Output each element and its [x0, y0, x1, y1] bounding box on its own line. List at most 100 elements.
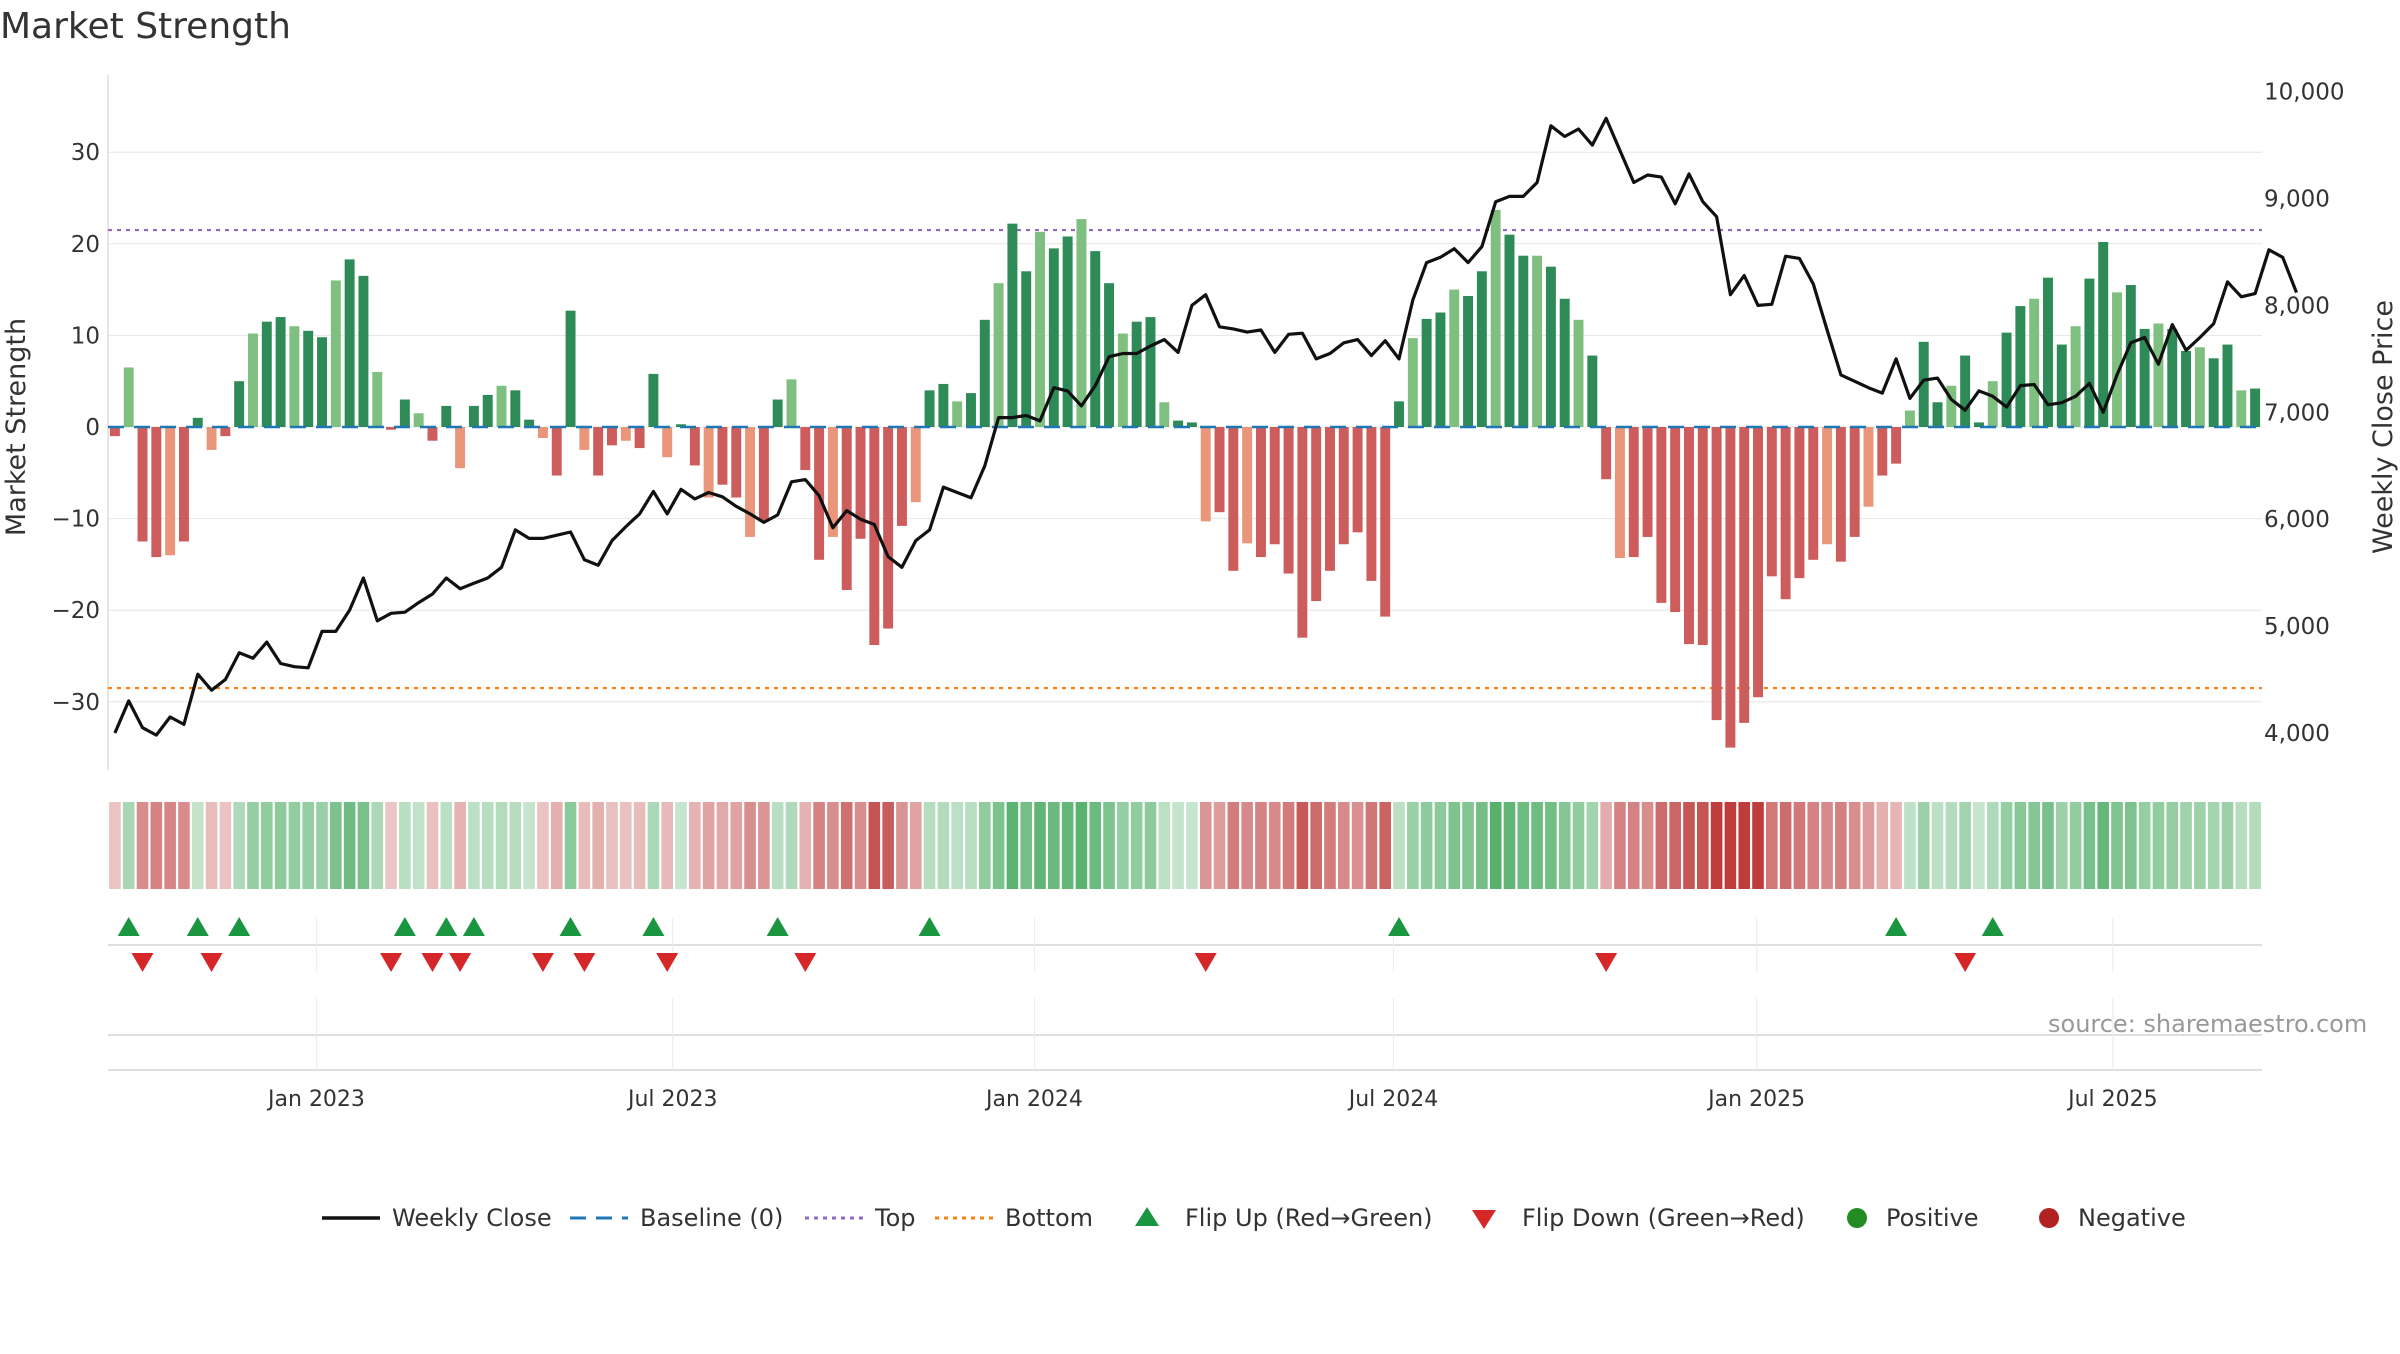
heat-strip-cell	[730, 802, 743, 889]
heat-strip-cell	[633, 802, 646, 889]
strength-bar	[510, 390, 521, 427]
strength-bar	[952, 401, 963, 427]
heat-strip-cell	[357, 802, 370, 889]
heat-strip-cell	[1089, 802, 1102, 889]
heat-strip-cell	[592, 802, 604, 889]
heat-strip-cell	[1420, 802, 1433, 889]
x-tick-label: Jul 2023	[626, 1087, 718, 1112]
strength-bar	[1725, 427, 1736, 748]
heat-strip-cell	[1807, 802, 1820, 889]
y-tick-label: −20	[51, 598, 100, 624]
heat-strip-cell	[1655, 802, 1668, 889]
heat-strip-cell	[2097, 802, 2110, 889]
legend-swatch	[1847, 1208, 1867, 1228]
strength-bar	[2056, 344, 2067, 427]
heat-strip-cell	[1407, 802, 1419, 889]
heat-strip-cell	[716, 802, 729, 889]
strength-bar	[413, 413, 424, 427]
heat-strip-cell	[1669, 802, 1681, 889]
heat-strip-cell	[1641, 802, 1654, 889]
heat-strip-cell	[2166, 802, 2179, 889]
heat-strip-cell	[1558, 802, 1571, 889]
strength-bar	[1476, 271, 1487, 427]
flip-down-marker	[1595, 953, 1618, 972]
heat-strip-cell	[1296, 802, 1309, 889]
strength-bar	[330, 280, 341, 427]
strength-bar	[1822, 427, 1833, 545]
strength-bar	[524, 419, 535, 427]
heat-strip-cell	[564, 802, 577, 889]
legend-swatch	[1135, 1207, 1159, 1226]
heat-strip-cell	[1683, 802, 1695, 889]
heat-strip-cell	[164, 802, 176, 889]
heat-strip-cell	[1227, 802, 1240, 889]
heat-strip-cell	[2125, 802, 2137, 889]
strength-bar	[1518, 255, 1529, 427]
strength-bar	[2043, 277, 2053, 427]
y-tick-label: −10	[51, 507, 100, 533]
heat-strip-cell	[385, 802, 397, 889]
y2-tick-label: 7,000	[2264, 400, 2330, 426]
heat-strip-cell	[178, 802, 190, 889]
y-tick-label: 0	[85, 415, 100, 441]
heat-strip-cell	[771, 802, 784, 889]
heat-strip-cell	[2083, 802, 2096, 889]
flip-up-marker	[642, 917, 665, 936]
heat-strip-cell	[2069, 802, 2082, 889]
strength-bar	[1048, 248, 1059, 427]
heat-strip-cell	[2249, 802, 2261, 889]
heat-strip-cell	[316, 802, 328, 889]
x-tick-label: Jul 2024	[1347, 1087, 1439, 1112]
strength-bar	[1614, 427, 1625, 558]
heat-strip-cell	[1117, 802, 1129, 889]
heat-strip-cell	[647, 802, 660, 889]
heat-strip-cell	[1282, 802, 1295, 889]
heat-strip-cell	[2152, 802, 2165, 889]
strength-bar	[1131, 321, 1142, 427]
strength-bar	[2139, 328, 2150, 427]
strength-bar	[399, 399, 410, 427]
y2-tick-label: 10,000	[2264, 80, 2344, 106]
strength-bar	[496, 385, 507, 427]
strength-bar	[1200, 427, 1211, 522]
heat-strip-cell	[978, 802, 991, 889]
y-tick-label: 30	[71, 140, 100, 166]
strength-bar	[1435, 312, 1446, 427]
heat-strip-cell	[1213, 802, 1226, 889]
strength-bar	[372, 372, 383, 427]
strength-bar	[1532, 255, 1543, 427]
strength-bar	[883, 427, 894, 629]
strength-bar	[703, 427, 714, 498]
strength-bar	[993, 283, 1004, 427]
heat-strip-cell	[578, 802, 591, 889]
strength-bar	[910, 427, 921, 503]
strength-bar	[1269, 427, 1280, 545]
strength-bar	[1849, 427, 1860, 537]
flip-down-marker	[1954, 953, 1977, 972]
legend-swatch	[1472, 1210, 1496, 1229]
flip-up-marker	[117, 917, 140, 936]
legend-label: Negative	[2078, 1204, 2186, 1232]
strength-bar	[2153, 323, 2164, 427]
heat-strip-cell	[1268, 802, 1281, 889]
strength-bar	[1670, 427, 1681, 613]
strength-bar	[1490, 209, 1501, 427]
strength-bar	[275, 317, 286, 427]
x-tick-label: Jan 2023	[266, 1087, 365, 1112]
heat-strip-cell	[371, 802, 384, 889]
heat-strip-cell	[619, 802, 632, 889]
legend-label: Bottom	[1005, 1204, 1093, 1232]
strength-bar	[1835, 427, 1846, 562]
flip-down-marker	[656, 953, 679, 972]
flip-down-marker	[794, 953, 817, 972]
strength-bar	[109, 427, 120, 437]
y-tick-label: −30	[51, 690, 100, 716]
heat-strip-cell	[758, 802, 770, 889]
heat-strip-cell	[661, 802, 674, 889]
heat-strip-cell	[1738, 802, 1751, 889]
y-axis-title: Market Strength	[1, 318, 32, 536]
strength-bar	[1297, 427, 1308, 638]
heat-strip-cell	[785, 802, 798, 889]
heat-strip-cell	[1103, 802, 1115, 889]
